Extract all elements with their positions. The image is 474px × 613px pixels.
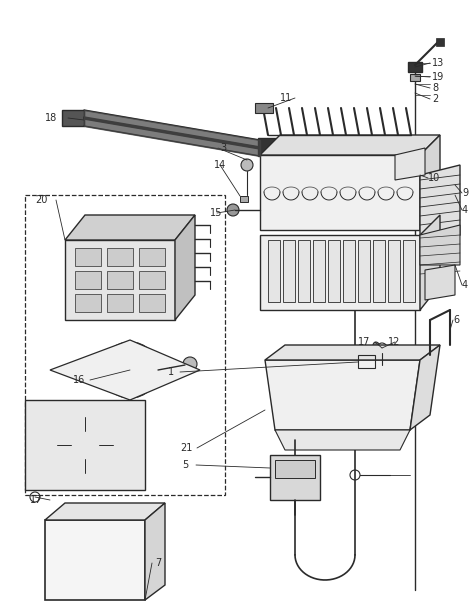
Circle shape <box>53 413 117 477</box>
Polygon shape <box>420 215 440 310</box>
Text: 9: 9 <box>462 188 468 198</box>
Bar <box>75 294 101 312</box>
Text: 6: 6 <box>453 315 459 325</box>
Text: 12: 12 <box>388 337 401 347</box>
Polygon shape <box>410 345 440 430</box>
Bar <box>75 248 101 266</box>
Circle shape <box>373 342 379 348</box>
Polygon shape <box>265 345 440 360</box>
Polygon shape <box>420 135 440 230</box>
Polygon shape <box>270 455 320 500</box>
Polygon shape <box>395 148 425 180</box>
Text: 2: 2 <box>432 94 438 104</box>
Circle shape <box>77 437 93 453</box>
Bar <box>268 240 280 302</box>
Text: 3: 3 <box>220 143 226 153</box>
Polygon shape <box>25 400 145 490</box>
Circle shape <box>227 204 239 216</box>
Polygon shape <box>260 235 420 310</box>
Polygon shape <box>45 520 145 600</box>
Text: 16: 16 <box>73 375 85 385</box>
Bar <box>408 62 422 72</box>
Text: 1: 1 <box>168 367 174 377</box>
Bar <box>410 74 420 81</box>
Polygon shape <box>420 225 460 265</box>
Text: 13: 13 <box>432 58 444 68</box>
Circle shape <box>287 469 303 485</box>
Bar <box>388 240 400 302</box>
Bar <box>343 240 355 302</box>
Bar <box>275 460 315 478</box>
Circle shape <box>112 352 148 388</box>
Text: 5: 5 <box>182 460 188 470</box>
Bar <box>107 248 133 266</box>
Polygon shape <box>45 503 165 520</box>
Circle shape <box>122 362 138 378</box>
Bar <box>75 271 101 289</box>
Bar <box>107 271 133 289</box>
Text: 8: 8 <box>432 83 438 93</box>
Polygon shape <box>65 215 195 240</box>
Polygon shape <box>260 135 440 155</box>
Polygon shape <box>436 38 444 46</box>
Text: 15: 15 <box>210 208 222 218</box>
Bar <box>25 195 225 495</box>
Bar <box>62 110 84 126</box>
Bar <box>255 103 273 113</box>
Circle shape <box>102 342 158 398</box>
Text: 11: 11 <box>280 93 292 103</box>
Bar <box>139 271 165 289</box>
Polygon shape <box>275 430 410 450</box>
Polygon shape <box>425 265 455 300</box>
Bar <box>313 240 325 302</box>
Text: 19: 19 <box>432 72 444 82</box>
Bar <box>373 240 385 302</box>
Polygon shape <box>50 340 200 400</box>
Circle shape <box>241 159 253 171</box>
Bar <box>328 240 340 302</box>
Bar <box>403 240 415 302</box>
Polygon shape <box>420 165 460 240</box>
Polygon shape <box>65 240 175 320</box>
Circle shape <box>280 462 310 492</box>
Polygon shape <box>145 503 165 600</box>
Text: 4: 4 <box>462 205 468 215</box>
Bar <box>298 240 310 302</box>
Bar <box>107 294 133 312</box>
Bar <box>258 138 276 156</box>
Text: 7: 7 <box>155 558 161 568</box>
Bar <box>240 196 248 202</box>
Polygon shape <box>260 155 420 230</box>
Bar <box>139 248 165 266</box>
Text: 21: 21 <box>180 443 192 453</box>
Bar <box>283 240 295 302</box>
Text: 14: 14 <box>214 160 226 170</box>
Text: 10: 10 <box>428 173 440 183</box>
Circle shape <box>183 357 197 371</box>
Bar <box>358 240 370 302</box>
Bar <box>139 294 165 312</box>
Text: 20: 20 <box>35 195 47 205</box>
Circle shape <box>65 425 105 465</box>
Text: 17: 17 <box>30 495 42 505</box>
Polygon shape <box>175 215 195 320</box>
Text: 18: 18 <box>45 113 57 123</box>
Polygon shape <box>265 360 420 430</box>
Text: 4: 4 <box>462 280 468 290</box>
Text: 17: 17 <box>358 337 370 347</box>
